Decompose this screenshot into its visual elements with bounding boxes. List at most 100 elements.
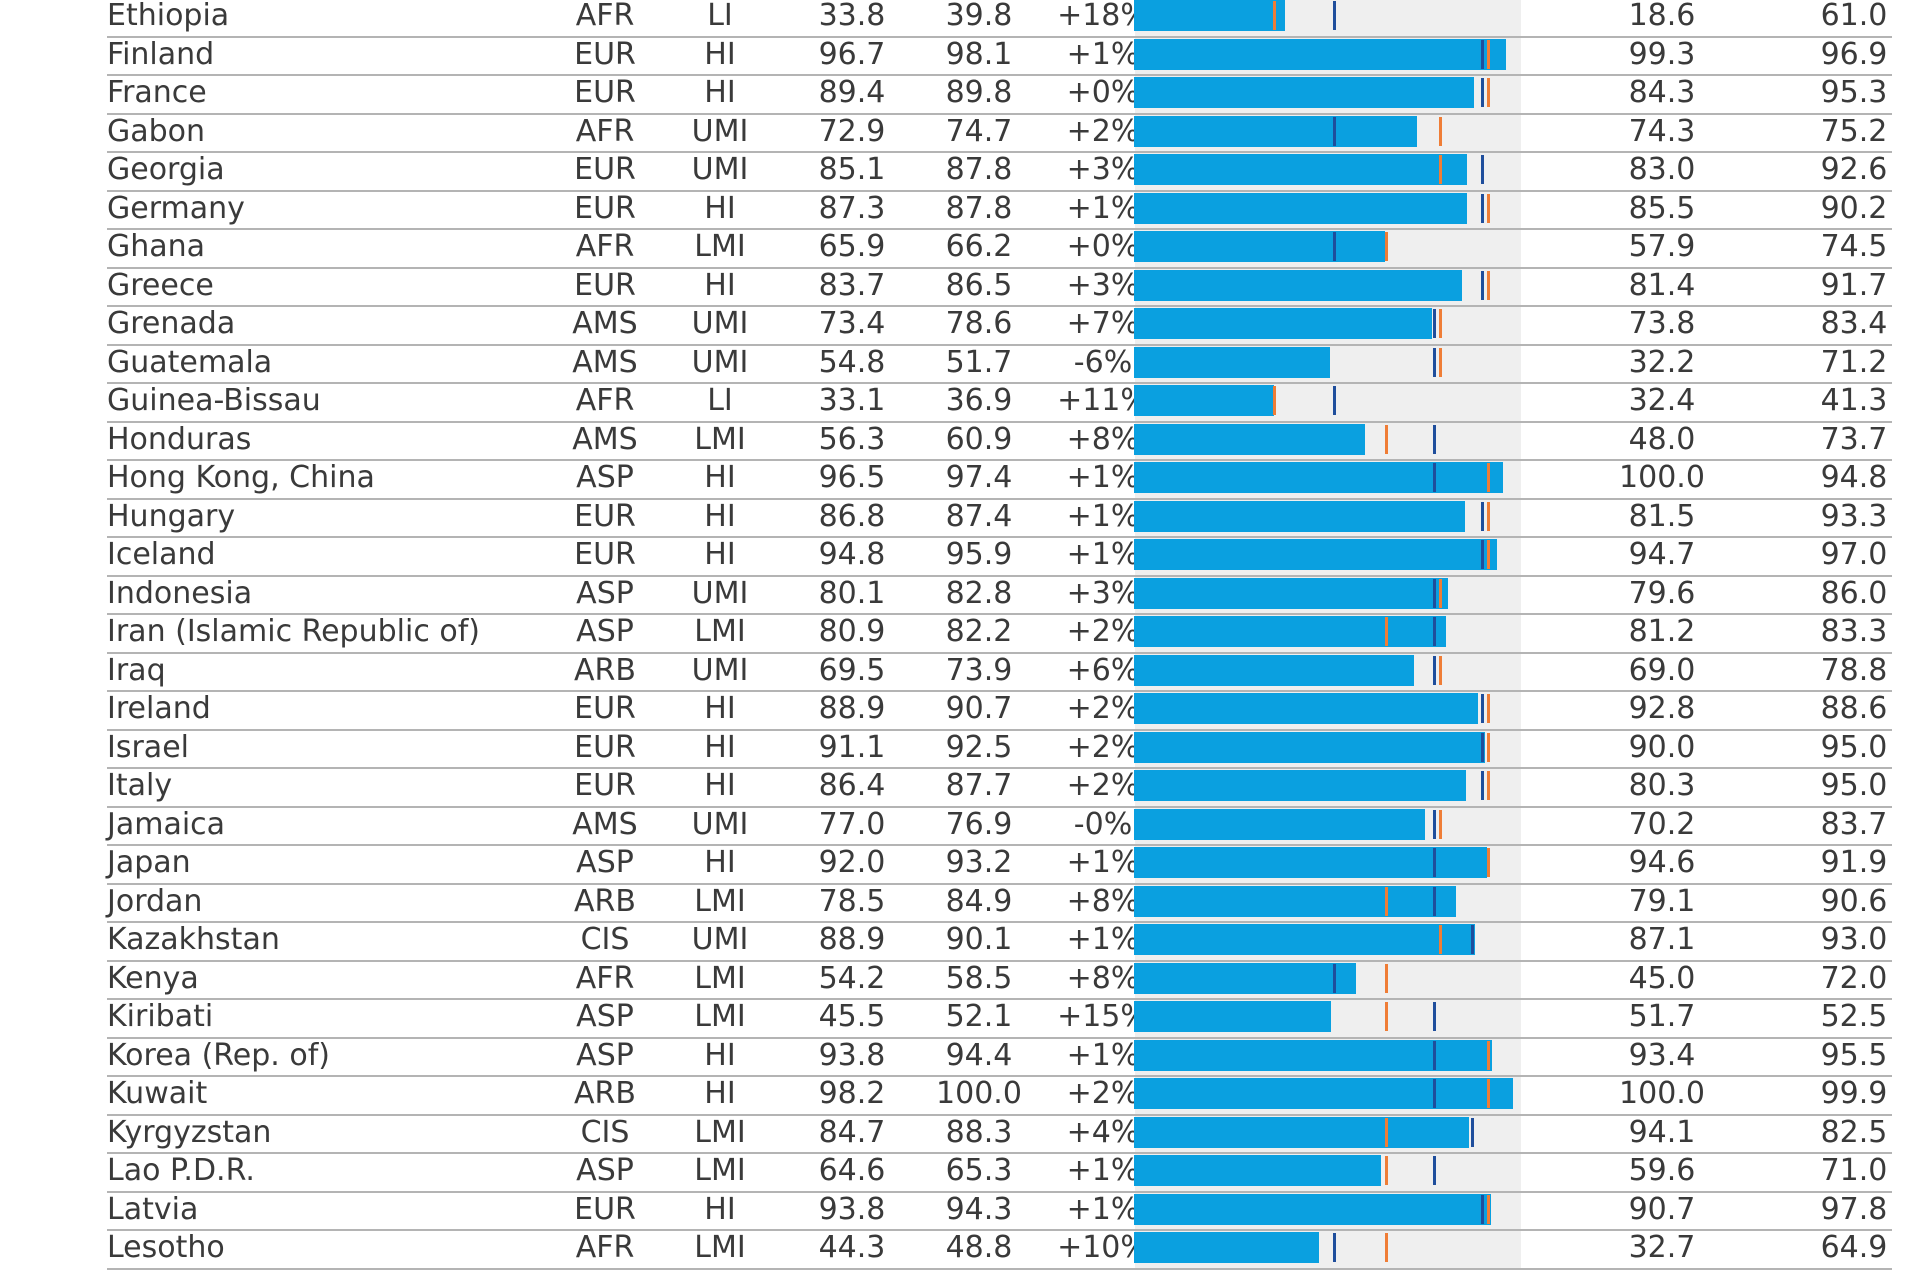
region-average-marker — [1432, 578, 1436, 608]
score-bar — [1134, 346, 1330, 378]
sub-score-a: 94.6 — [1628, 845, 1696, 880]
sub-score-a: 70.2 — [1628, 806, 1696, 842]
country-name: Iceland — [107, 537, 216, 572]
value-second: 36.9 — [945, 383, 1013, 418]
value-second: 86.5 — [945, 267, 1013, 303]
value-second: 87.7 — [945, 768, 1013, 803]
change-percent: +1% — [1066, 1191, 1140, 1227]
table-row: Honduras AMS LMI 56.3 60.9 +8% 48.0 73.7 — [107, 422, 1892, 461]
score-bar — [1134, 154, 1467, 185]
country-name: Iran (Islamic Republic of) — [107, 614, 480, 649]
change-percent: +8% — [1066, 883, 1140, 919]
income-average-marker — [1439, 347, 1443, 377]
sub-score-b: 93.3 — [1820, 498, 1888, 534]
value-second: 94.3 — [945, 1191, 1013, 1227]
sub-score-b: 41.3 — [1820, 383, 1888, 418]
table-row: Ghana AFR LMI 65.9 66.2 +0% 57.9 74.5 — [107, 230, 1892, 269]
income-group: UMI — [691, 922, 749, 957]
income-group: HI — [704, 729, 736, 765]
sub-score-a: 87.1 — [1628, 922, 1696, 957]
value-second: 90.1 — [945, 922, 1013, 957]
sub-score-b: 92.6 — [1820, 152, 1888, 187]
value-first: 88.9 — [818, 922, 886, 957]
table-row: Latvia EUR HI 93.8 94.3 +1% 90.7 97.8 — [107, 1191, 1892, 1231]
income-average-marker — [1439, 116, 1443, 146]
table-row: Iraq ARB UMI 69.5 73.9 +6% 69.0 78.8 — [107, 652, 1892, 692]
income-group: HI — [704, 1037, 736, 1073]
income-group: LMI — [694, 229, 746, 264]
sub-score-b: 73.7 — [1820, 421, 1888, 457]
change-percent: +1% — [1066, 1153, 1140, 1188]
score-bar — [1134, 962, 1356, 994]
change-percent: +2% — [1066, 113, 1140, 149]
value-first: 85.1 — [818, 152, 886, 187]
table-row: Italy EUR HI 86.4 87.7 +2% 80.3 95.0 — [107, 769, 1892, 808]
region-average-marker — [1432, 424, 1436, 454]
income-average-marker — [1385, 617, 1389, 646]
row-divider — [107, 151, 1892, 153]
income-group: HI — [704, 845, 736, 880]
change-percent: +0% — [1066, 229, 1140, 264]
sub-score-b: 88.6 — [1820, 691, 1888, 726]
value-first: 93.8 — [818, 1037, 886, 1073]
income-group: UMI — [691, 344, 749, 380]
region-code: AFR — [575, 1230, 635, 1265]
change-percent: +2% — [1066, 614, 1140, 649]
region-code: AFR — [575, 0, 635, 33]
change-percent: +0% — [1066, 75, 1140, 110]
score-bar — [1134, 885, 1456, 917]
value-second: 92.5 — [945, 729, 1013, 765]
region-average-marker — [1332, 386, 1336, 415]
sub-score-a: 57.9 — [1628, 229, 1696, 264]
value-second: 98.1 — [945, 36, 1013, 72]
sub-score-a: 59.6 — [1628, 1153, 1696, 1188]
sub-score-b: 94.8 — [1820, 460, 1888, 495]
value-first: 87.3 — [818, 190, 886, 226]
region-code: EUR — [574, 267, 636, 303]
value-first: 98.2 — [818, 1076, 886, 1111]
income-group: UMI — [691, 113, 749, 149]
income-group: LMI — [694, 960, 746, 996]
sub-score-b: 93.0 — [1820, 922, 1888, 957]
income-group: UMI — [691, 575, 749, 611]
value-second: 78.6 — [945, 306, 1013, 341]
value-first: 73.4 — [818, 306, 886, 341]
row-divider — [107, 1075, 1892, 1077]
change-percent: +1% — [1066, 922, 1140, 957]
table-row: Indonesia ASP UMI 80.1 82.8 +3% 79.6 86.0 — [107, 575, 1892, 615]
income-average-marker — [1385, 424, 1389, 454]
value-second: 84.9 — [945, 883, 1013, 919]
region-average-marker — [1481, 78, 1485, 107]
table-row: Lao P.D.R. ASP LMI 64.6 65.3 +1% 59.6 71.0 — [107, 1154, 1892, 1193]
row-divider — [107, 921, 1892, 923]
value-first: 69.5 — [818, 652, 886, 688]
country-name: Japan — [107, 845, 191, 880]
region-average-marker — [1470, 925, 1474, 954]
country-name: Guinea-Bissau — [107, 383, 321, 418]
sub-score-a: 32.4 — [1628, 383, 1696, 418]
country-name: Ghana — [107, 229, 206, 264]
income-group: HI — [704, 1191, 736, 1227]
change-percent: +10% — [1057, 1230, 1149, 1265]
income-group: UMI — [691, 152, 749, 187]
score-bar — [1134, 1155, 1382, 1186]
region-code: CIS — [580, 922, 630, 957]
region-code: AMS — [572, 806, 638, 842]
value-second: 74.7 — [945, 113, 1013, 149]
row-divider — [107, 1190, 1892, 1193]
sub-score-a: 92.8 — [1628, 691, 1696, 726]
sub-score-b: 82.5 — [1820, 1114, 1888, 1150]
income-average-marker — [1385, 232, 1389, 261]
value-first: 80.9 — [818, 614, 886, 649]
income-average-marker — [1385, 1002, 1389, 1031]
region-average-marker — [1481, 193, 1485, 223]
change-percent: +1% — [1066, 460, 1140, 495]
region-code: ASP — [576, 999, 634, 1034]
row-divider — [107, 1113, 1892, 1116]
value-second: 93.2 — [945, 845, 1013, 880]
score-bar — [1134, 770, 1467, 801]
row-divider — [107, 35, 1892, 38]
value-second: 94.4 — [945, 1037, 1013, 1073]
country-name: Italy — [107, 768, 173, 803]
value-first: 33.1 — [818, 383, 886, 418]
